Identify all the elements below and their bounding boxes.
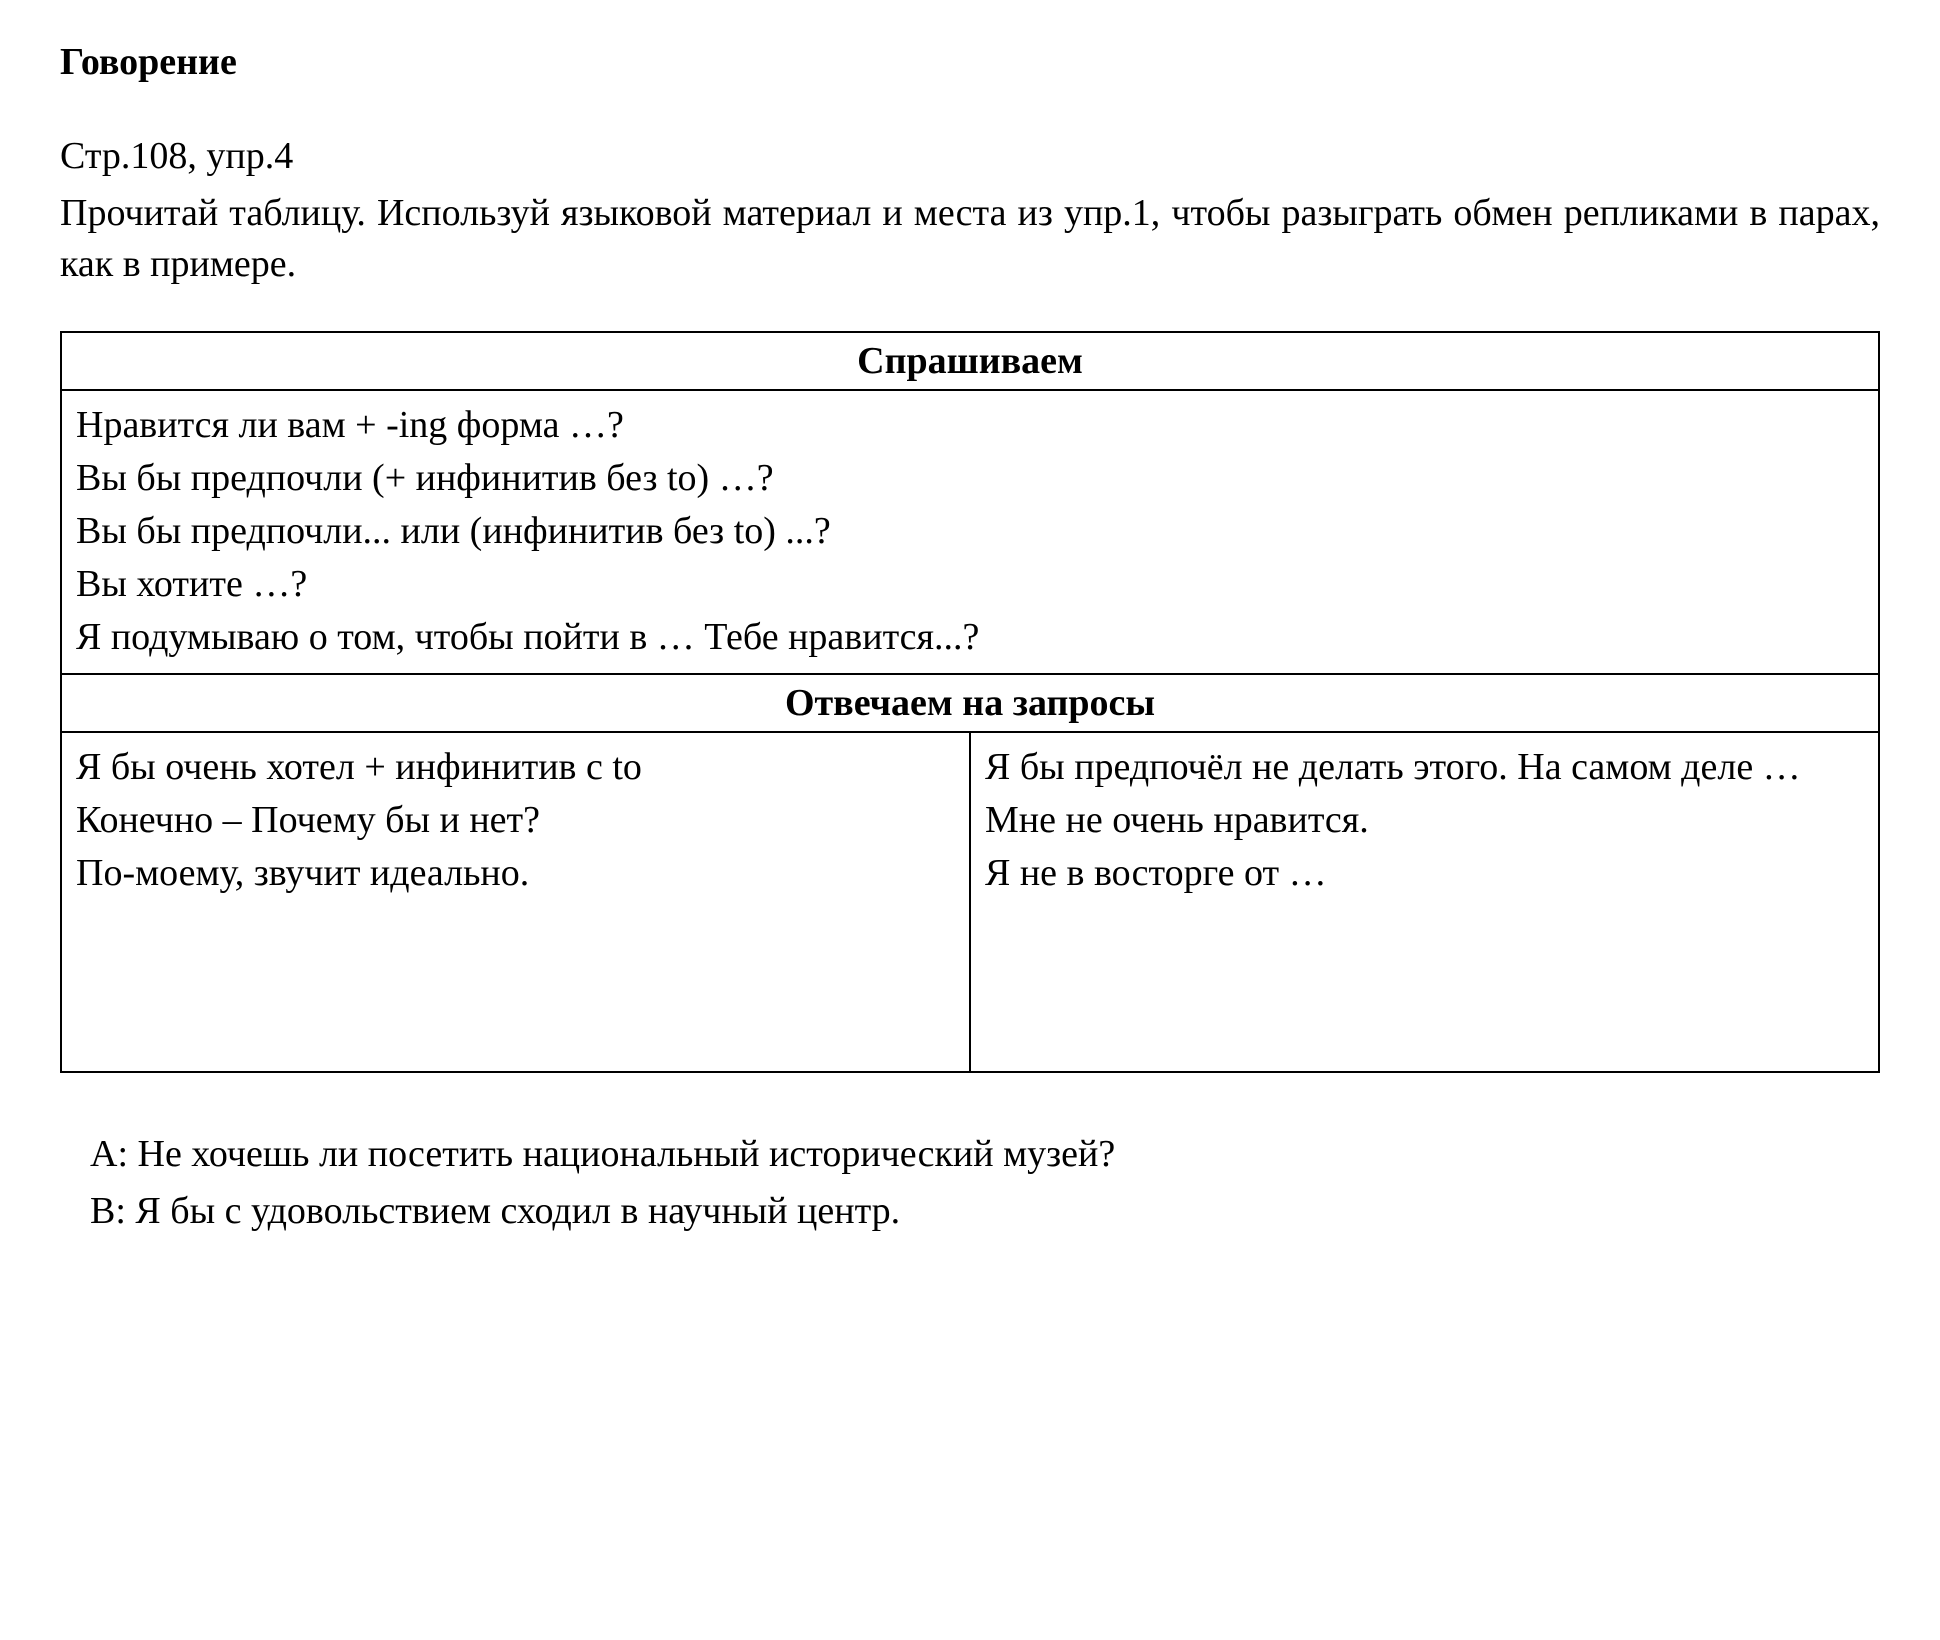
responding-right-3: Я не в восторге от …	[985, 847, 1864, 900]
responding-left-3: По-моему, звучит идеально.	[76, 847, 955, 900]
responding-left-2: Конечно – Почему бы и нет?	[76, 794, 955, 847]
asking-line-5: Я подумываю о том, чтобы пойти в … Тебе …	[76, 611, 1864, 664]
dialog-line-b: В: Я бы с удовольствием сходил в научный…	[90, 1185, 1880, 1238]
asking-line-3: Вы бы предпочли... или (инфинитив без to…	[76, 505, 1864, 558]
section-heading: Говорение	[60, 40, 1880, 84]
responding-left-1: Я бы очень хотел + инфинитив с to	[76, 741, 955, 794]
dialog-line-a: А: Не хочешь ли посетить национальный ис…	[90, 1128, 1880, 1181]
asking-line-1: Нравится ли вам + -ing форма …?	[76, 399, 1864, 452]
asking-line-4: Вы хотите …?	[76, 558, 1864, 611]
responding-right-2: Мне не очень нравится.	[985, 794, 1864, 847]
instructions-text: Прочитай таблицу. Используй языковой мат…	[60, 188, 1880, 291]
asking-header: Спрашиваем	[61, 332, 1879, 390]
responding-header: Отвечаем на запросы	[61, 674, 1879, 732]
page-reference: Стр.108, упр.4	[60, 134, 1880, 178]
responding-left: Я бы очень хотел + инфинитив с to Конечн…	[61, 732, 970, 1072]
exercise-table: Спрашиваем Нравится ли вам + -ing форма …	[60, 331, 1880, 1073]
dialog-example: А: Не хочешь ли посетить национальный ис…	[60, 1128, 1880, 1238]
asking-content: Нравится ли вам + -ing форма …? Вы бы пр…	[61, 390, 1879, 674]
responding-right-1: Я бы предпочёл не делать этого. На самом…	[985, 741, 1864, 794]
responding-right: Я бы предпочёл не делать этого. На самом…	[970, 732, 1879, 1072]
asking-line-2: Вы бы предпочли (+ инфинитив без to) …?	[76, 452, 1864, 505]
